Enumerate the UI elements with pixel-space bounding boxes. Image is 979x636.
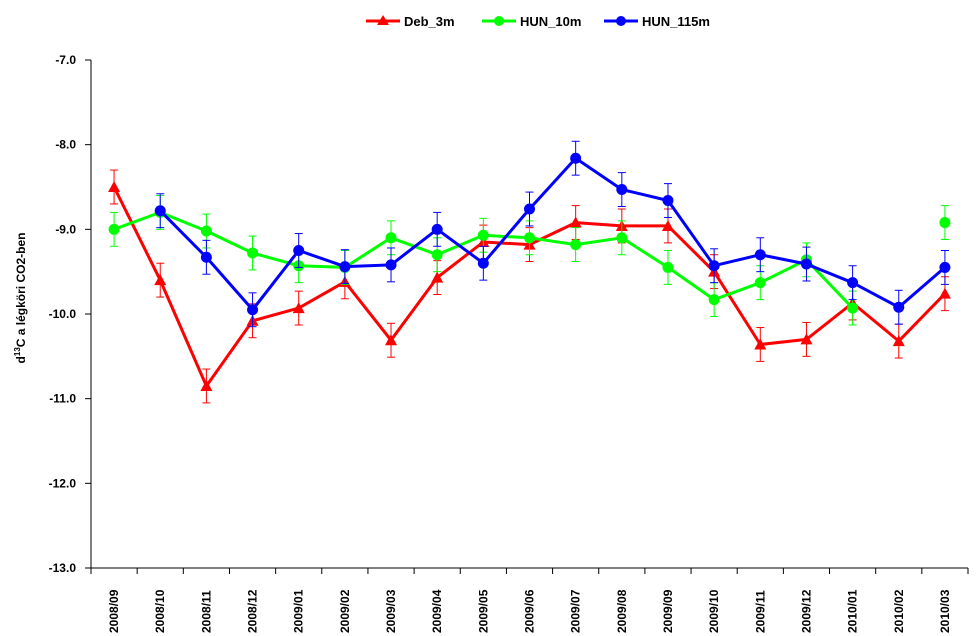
- data-point-circle: [386, 259, 397, 270]
- data-point-circle: [155, 205, 166, 216]
- y-tick-label: -10.0: [49, 307, 77, 321]
- x-tick-label: 2009/04: [430, 589, 444, 633]
- data-point-triangle: [293, 302, 305, 313]
- x-tick-label: 2009/10: [707, 589, 721, 633]
- y-tick-label: -12.0: [49, 476, 77, 490]
- data-point-circle: [339, 261, 350, 272]
- y-tick-label: -9.0: [55, 222, 76, 236]
- data-point-circle: [755, 277, 766, 288]
- data-point-triangle: [108, 181, 120, 192]
- data-point-circle: [293, 245, 304, 256]
- legend-label-deb-3m: Deb_3m: [404, 14, 455, 29]
- x-tick-label: 2009/03: [384, 589, 398, 633]
- x-tick-label: 2008/11: [199, 590, 213, 633]
- data-point-circle: [109, 224, 120, 235]
- legend-item-hun-115m: HUN_115m: [604, 14, 710, 29]
- data-point-circle: [616, 184, 627, 195]
- data-point-circle: [524, 232, 535, 243]
- x-tick-label: 2009/09: [661, 589, 675, 633]
- legend-item-deb-3m: Deb_3m: [366, 14, 455, 29]
- data-point-circle: [247, 248, 258, 259]
- data-point-circle: [709, 294, 720, 305]
- legend: Deb_3m HUN_10m HUN_115m: [366, 14, 710, 29]
- data-point-circle: [939, 217, 950, 228]
- data-point-circle: [201, 252, 212, 263]
- x-axis-ticks: 2008/09 2008/10 2008/11 2008/12 2009/01 2009/…: [91, 568, 968, 633]
- legend-circle-marker: [616, 16, 626, 26]
- data-point-circle: [524, 204, 535, 215]
- x-tick-label: 2009/02: [338, 589, 352, 633]
- x-tick-label: 2009/07: [569, 589, 583, 633]
- data-point-circle: [247, 304, 258, 315]
- data-point-circle: [478, 258, 489, 269]
- y-axis-title-main: d: [14, 356, 28, 363]
- x-tick-label: 2009/08: [615, 589, 629, 633]
- data-point-circle: [570, 153, 581, 164]
- data-point-circle: [616, 232, 627, 243]
- y-tick-label: -11.0: [49, 392, 76, 406]
- data-point-triangle: [154, 274, 166, 285]
- data-point-circle: [386, 232, 397, 243]
- x-tick-label: 2010/02: [892, 589, 906, 633]
- y-tick-label: -8.0: [55, 138, 76, 152]
- y-tick-label: -13.0: [49, 561, 77, 575]
- x-tick-label: 2009/01: [292, 589, 306, 633]
- data-point-circle: [893, 302, 904, 313]
- x-tick-label: 2009/11: [753, 590, 767, 633]
- x-tick-label: 2010/03: [938, 589, 952, 633]
- y-axis-ticks: -7.0 -8.0 -9.0 -10.0 -11.0 -12.0 -13.0: [49, 53, 91, 575]
- series-layer: [108, 141, 951, 403]
- data-point-circle: [939, 262, 950, 273]
- data-point-circle: [478, 230, 489, 241]
- data-point-circle: [432, 224, 443, 235]
- legend-label-hun-10m: HUN_10m: [520, 14, 581, 29]
- x-tick-label: 2009/06: [523, 589, 537, 633]
- legend-item-hun-10m: HUN_10m: [482, 14, 581, 29]
- x-tick-label: 2008/09: [107, 589, 121, 633]
- y-axis-title: d13C a légköri CO2-ben: [13, 233, 28, 364]
- y-tick-label: -7.0: [55, 53, 76, 67]
- data-point-circle: [847, 277, 858, 288]
- x-tick-label: 2009/05: [476, 589, 490, 633]
- data-point-circle: [662, 262, 673, 273]
- data-point-circle: [662, 195, 673, 206]
- data-point-circle: [801, 259, 812, 270]
- data-point-triangle: [939, 288, 951, 299]
- data-point-circle: [201, 226, 212, 237]
- x-tick-label: 2009/12: [799, 589, 813, 633]
- legend-label-hun-115m: HUN_115m: [642, 14, 710, 29]
- x-tick-label: 2010/01: [846, 589, 860, 633]
- y-axis-title-rest: C a légköri CO2-ben: [14, 233, 28, 348]
- x-tick-label: 2008/10: [153, 589, 167, 633]
- data-point-circle: [432, 249, 443, 260]
- x-tick-label: 2008/12: [246, 589, 260, 633]
- data-point-circle: [755, 249, 766, 260]
- data-point-circle: [847, 303, 858, 314]
- legend-circle-marker: [494, 16, 504, 26]
- data-point-circle: [709, 260, 720, 271]
- data-point-circle: [570, 239, 581, 250]
